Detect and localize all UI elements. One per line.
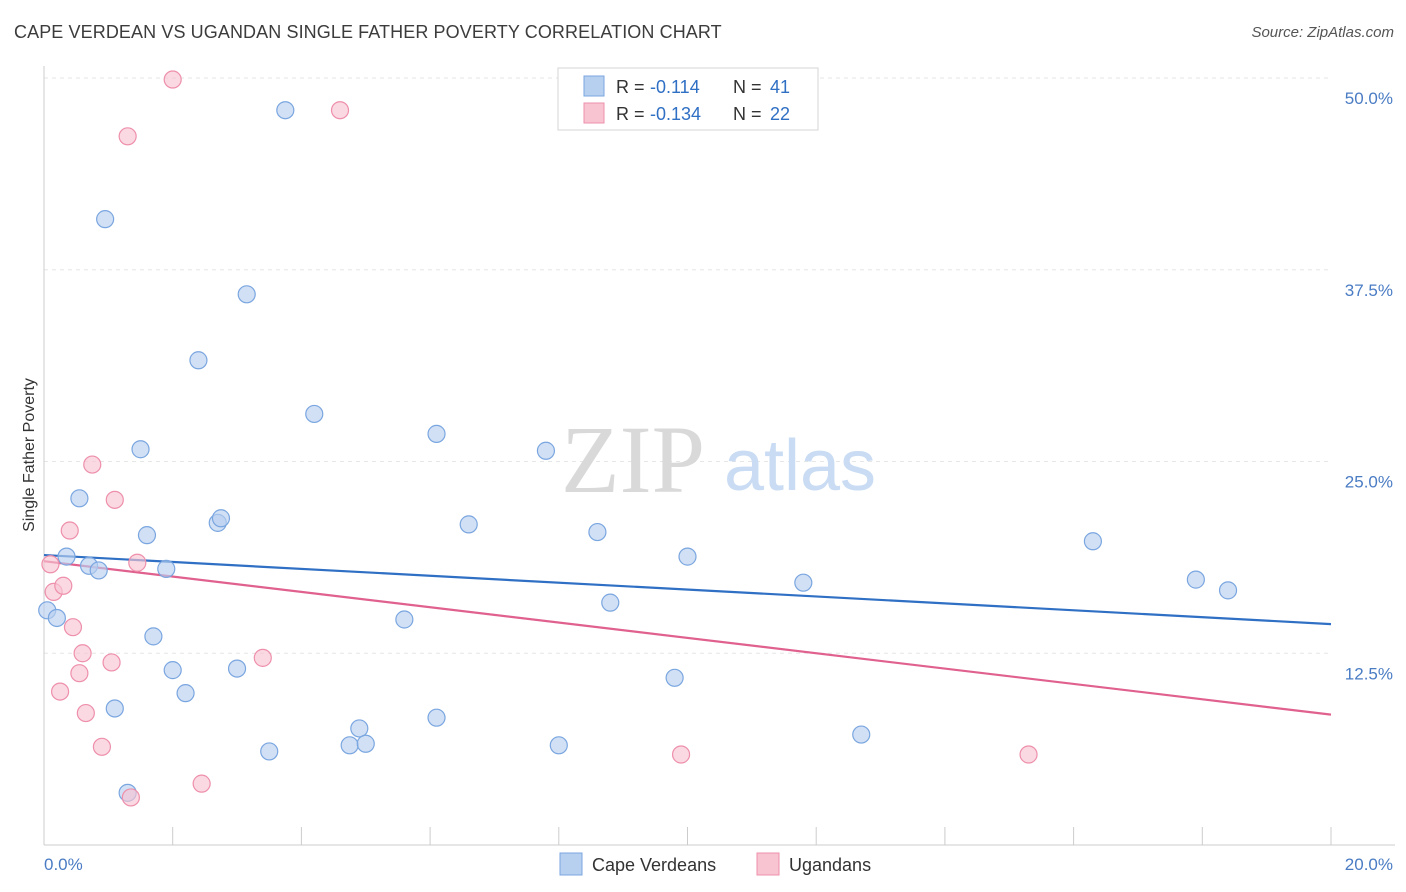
ugandan-point xyxy=(92,737,112,756)
legend-r-value: -0.114 xyxy=(650,77,700,97)
cape-verdean-point xyxy=(105,699,124,718)
y-tick-label: 12.5% xyxy=(1345,664,1393,683)
axes xyxy=(43,66,1395,846)
cape-verdean-point xyxy=(549,736,568,755)
x-tick-label: 20.0% xyxy=(1345,855,1393,874)
legend-n-value: 41 xyxy=(770,77,790,97)
legend-n-label: N = xyxy=(733,104,762,124)
ugandan-point xyxy=(128,553,147,572)
x-tick-label: 0.0% xyxy=(44,855,83,874)
source-credit: Source: ZipAtlas.com xyxy=(1251,24,1394,41)
y-tick-label: 37.5% xyxy=(1345,281,1393,300)
cape-verdean-point xyxy=(852,725,871,744)
cape-verdean-point xyxy=(131,440,150,459)
y-tick-label: 25.0% xyxy=(1345,473,1393,492)
ugandan-point xyxy=(54,576,73,595)
cape-verdean-point xyxy=(189,351,208,370)
y-tick-labels: 12.5% 25.0% 37.5% 50.0% xyxy=(1345,89,1393,683)
ugandan-point xyxy=(253,648,272,667)
cape-verdean-point xyxy=(211,509,231,528)
cape-verdean-point xyxy=(176,684,195,703)
y-tick-label: 50.0% xyxy=(1345,89,1393,108)
cape-verdean-point xyxy=(157,559,176,578)
legend-swatch-cape-verdeans xyxy=(583,75,605,97)
cape-verdean-point xyxy=(601,593,620,612)
cape-verdean-point xyxy=(57,547,76,566)
bottom-legend-ugandans: Ugandans xyxy=(789,855,871,875)
ugandan-point xyxy=(1019,745,1038,764)
cape-verdean-point xyxy=(340,736,359,755)
cape-verdean-point xyxy=(237,285,256,304)
legend: R = -0.114 N = 41 R = -0.134 N = 22 xyxy=(557,67,819,131)
ugandan-point xyxy=(76,703,95,723)
cape-verdean-point xyxy=(276,101,295,120)
ugandan-point xyxy=(60,521,79,540)
ugandan-trend-line xyxy=(43,560,1332,716)
legend-n-label: N = xyxy=(733,77,762,97)
cape-verdean-point xyxy=(395,610,414,629)
cape-verdean-point xyxy=(794,573,813,592)
ugandan-point xyxy=(163,70,182,89)
watermark-zip: ZIP xyxy=(561,406,705,513)
bottom-legend: Cape Verdeans Ugandans xyxy=(559,852,871,876)
ugandan-point xyxy=(671,745,691,764)
cape-verdean-point xyxy=(459,515,478,534)
cape-verdean-point xyxy=(588,522,607,542)
cape-verdean-trend-line xyxy=(43,553,1332,626)
ugandan-point xyxy=(102,653,121,672)
cape-verdean-point xyxy=(665,668,684,687)
legend-r-label: R = xyxy=(616,104,645,124)
watermark-atlas: atlas xyxy=(724,426,876,506)
cape-verdean-point xyxy=(137,526,157,545)
cape-verdean-point xyxy=(427,424,446,443)
legend-r-value: -0.134 xyxy=(650,104,701,124)
cape-verdean-point xyxy=(1186,570,1205,589)
ugandan-point xyxy=(192,774,211,793)
cape-verdean-point xyxy=(1218,581,1238,600)
cape-verdean-point xyxy=(89,561,108,580)
grid-lines xyxy=(44,77,1331,654)
cape-verdean-point xyxy=(536,441,556,460)
cape-verdean-point xyxy=(70,489,89,508)
ugandan-point xyxy=(121,788,140,807)
cape-verdean-point xyxy=(47,608,66,628)
legend-r-label: R = xyxy=(616,77,645,97)
legend-swatch-ugandans xyxy=(583,102,605,124)
bottom-legend-cape-verdeans: Cape Verdeans xyxy=(592,855,716,875)
trend-lines xyxy=(43,553,1332,716)
chart-title: CAPE VERDEAN VS UGANDAN SINGLE FATHER PO… xyxy=(14,22,722,42)
x-tick-labels: 0.0% 20.0% xyxy=(44,855,1393,874)
cape-verdean-point xyxy=(227,659,247,678)
y-axis-label: Single Father Poverty xyxy=(21,378,38,532)
ugandan-point xyxy=(41,555,60,574)
cape-verdean-point xyxy=(260,742,279,761)
cape-verdean-point xyxy=(96,210,115,229)
cape-verdean-point xyxy=(1083,532,1103,551)
ugandan-point xyxy=(63,618,83,637)
cape-verdean-point xyxy=(356,734,375,753)
cape-verdean-point xyxy=(350,719,369,738)
legend-n-value: 22 xyxy=(770,104,790,124)
cape-verdean-point xyxy=(678,547,697,566)
watermark: ZIP atlas xyxy=(561,406,876,513)
ugandan-point xyxy=(83,455,102,474)
ugandan-point xyxy=(50,682,70,701)
cape-verdean-point xyxy=(163,661,182,680)
cape-verdean-point xyxy=(144,627,163,646)
ugandan-point xyxy=(73,644,92,663)
data-points xyxy=(38,70,1238,807)
ugandan-point xyxy=(330,101,350,120)
ugandan-point xyxy=(70,664,89,683)
cape-verdean-point xyxy=(305,404,324,424)
bottom-legend-swatch-ugandans xyxy=(756,852,780,876)
bottom-legend-swatch-cape-verdeans xyxy=(559,852,583,876)
cape-verdean-point xyxy=(427,708,446,727)
ugandan-point xyxy=(118,127,137,146)
ugandan-point xyxy=(105,490,124,509)
